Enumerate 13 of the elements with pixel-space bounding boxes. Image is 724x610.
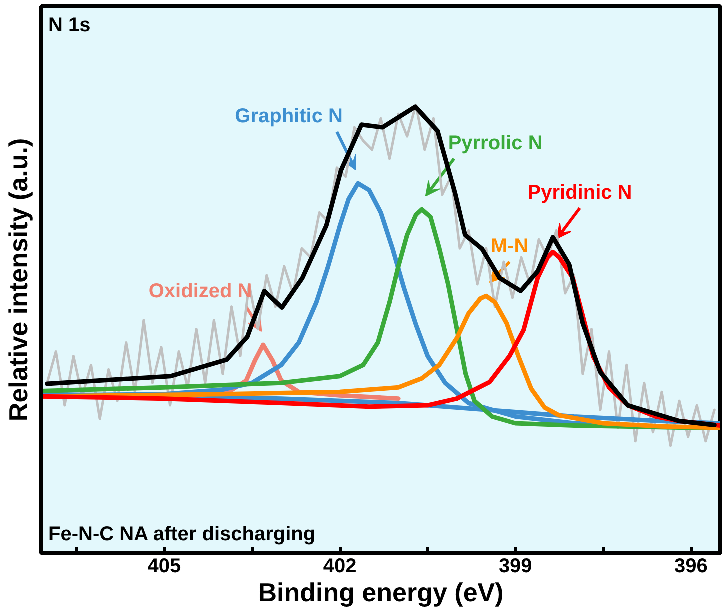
x-axis-title: Binding energy (eV) xyxy=(258,578,504,608)
text: Graphitic N xyxy=(235,106,343,128)
text: N 1s xyxy=(48,14,91,37)
x-tick-label: 399 xyxy=(498,556,532,578)
text: Oxidized N xyxy=(148,280,252,302)
text: Pyridinic N xyxy=(528,182,632,204)
y-axis-title: Relative intensity (a.u.) xyxy=(4,138,34,422)
x-tick-label: 405 xyxy=(148,556,182,578)
text: Pyrrolic N xyxy=(448,132,543,154)
x-tick-label: 402 xyxy=(323,556,357,578)
x-tick-label: 396 xyxy=(674,556,708,578)
annotation: Fe-N-C NA after discharging xyxy=(48,523,316,546)
series-label: M-N xyxy=(490,236,529,258)
